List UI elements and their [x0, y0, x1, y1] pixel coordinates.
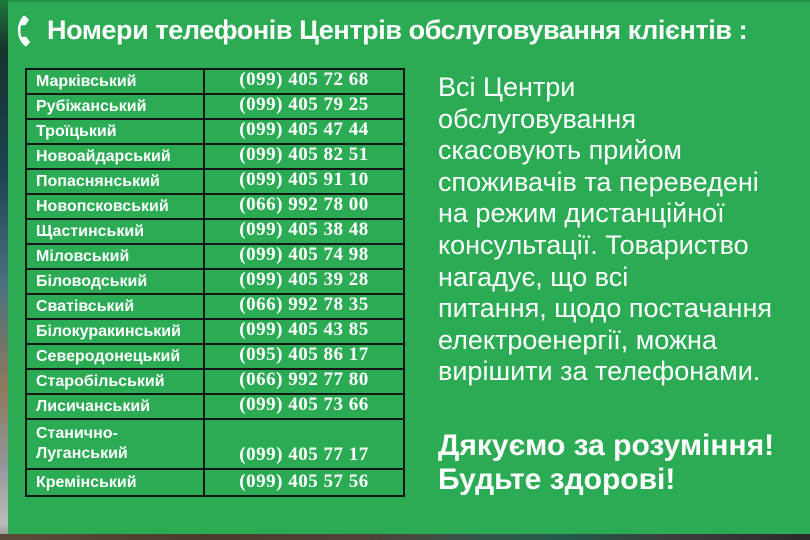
table-row: Рубіжанський (099) 405 79 25	[27, 94, 403, 120]
district-name-cell: Старобільський	[27, 370, 205, 393]
district-name-cell: Біловодський	[27, 270, 205, 293]
phone-number-cell: (099) 405 38 48	[239, 219, 369, 240]
district-name-cell: Лисичанський	[27, 395, 205, 418]
phone-number-cell: (066) 992 78 35	[239, 294, 369, 315]
table-row: Марківський (099) 405 72 68	[27, 69, 403, 95]
table-row: Лисичанський (099) 405 73 66	[27, 394, 403, 420]
phone-number-cell: (099) 405 74 98	[239, 244, 369, 265]
district-name-cell: Новоайдарський	[27, 145, 205, 168]
phone-number-cell: (099) 405 39 28	[239, 269, 369, 290]
phone-number-cell: (099) 405 79 25	[239, 94, 369, 115]
district-name-cell: Кремінський	[27, 470, 205, 495]
district-name-cell: Рубіжанський	[27, 95, 205, 118]
table-row: Северодонецький (095) 405 86 17	[27, 344, 403, 370]
district-name-cell: Марківський	[27, 70, 205, 93]
district-name-cell: Попаснянський	[27, 170, 205, 193]
phone-number-cell: (099) 405 77 17	[239, 444, 369, 465]
table-row: Міловський (099) 405 74 98	[27, 244, 403, 270]
table-row: Білокуракинський (099) 405 43 85	[27, 319, 403, 345]
phone-receiver-icon	[4, 9, 46, 51]
thanks-text: Дякуємо за розуміння! Будьте здорові!	[438, 429, 775, 496]
green-panel	[8, 0, 810, 534]
phone-number-cell: (099) 405 73 66	[239, 394, 369, 415]
phone-number-cell: (095) 405 86 17	[239, 344, 369, 365]
district-name-cell: Міловський	[27, 245, 205, 268]
table-row: Новоайдарський (099) 405 82 51	[27, 144, 403, 170]
table-row: Троїцький (099) 405 47 44	[27, 119, 403, 145]
phone-number-cell: (066) 992 78 00	[239, 194, 369, 215]
table-row: Новопсковський (066) 992 78 00	[27, 194, 403, 220]
phone-number-cell: (066) 992 77 80	[239, 369, 369, 390]
district-name-cell: Щастинський	[27, 220, 205, 243]
district-name-cell: Білокуракинський	[27, 320, 205, 343]
table-row: Сватівський (066) 992 78 35	[27, 294, 403, 320]
table-row: Старобільський (066) 992 77 80	[27, 369, 403, 395]
table-row: Попаснянський (099) 405 91 10	[27, 169, 403, 195]
phone-number-cell: (099) 405 91 10	[239, 169, 369, 190]
phone-number-cell: (099) 405 43 85	[239, 319, 369, 340]
background-photo-left-edge	[0, 0, 8, 540]
page-title: Номери телефонів Центрів обслуговування …	[47, 15, 748, 45]
header: Номери телефонів Центрів обслуговування …	[10, 15, 748, 46]
phone-number-cell: (099) 405 82 51	[239, 144, 369, 165]
district-name-cell: Сватівський	[27, 295, 205, 318]
table-row: Біловодський (099) 405 39 28	[27, 269, 403, 295]
district-name-cell: Новопсковський	[27, 195, 205, 218]
district-name-cell: Станично- Луганський	[27, 420, 205, 468]
table-row: Щастинський (099) 405 38 48	[27, 219, 403, 245]
background-photo-bottom-edge	[0, 534, 810, 540]
contacts-table: Марківський (099) 405 72 68 Рубіжанський…	[25, 68, 405, 497]
phone-number-cell: (099) 405 72 68	[239, 69, 369, 90]
district-name-cell: Троїцький	[27, 120, 205, 143]
notice-text: Всі Центри обслуговування скасовують при…	[438, 72, 772, 387]
phone-number-cell: (099) 405 57 56	[239, 471, 369, 492]
phone-number-cell: (099) 405 47 44	[239, 119, 369, 140]
district-name-cell: Северодонецький	[27, 345, 205, 368]
table-row: Станично- Луганський (099) 405 77 17	[27, 420, 403, 470]
table-row: Кремінський (099) 405 57 56	[27, 470, 403, 495]
